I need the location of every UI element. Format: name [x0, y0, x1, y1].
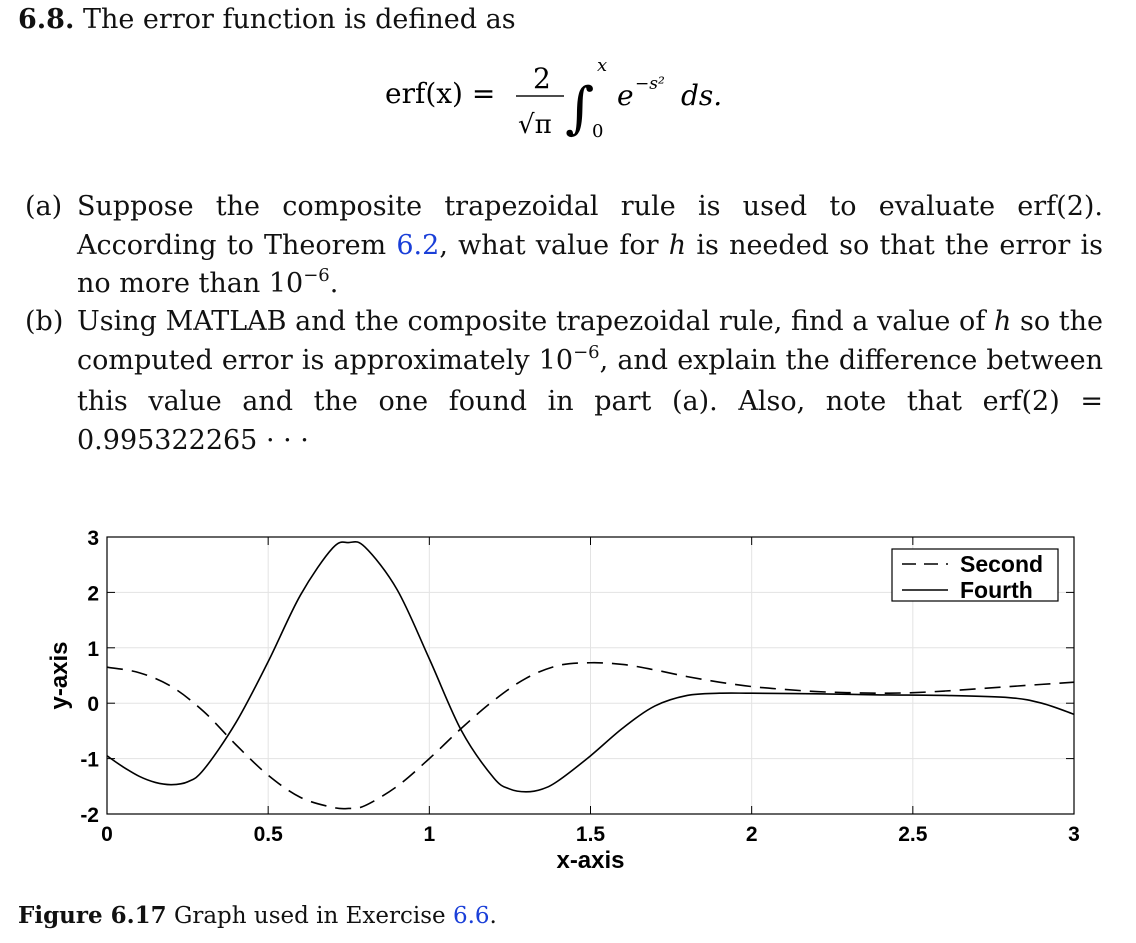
caption-label: Figure 6.17 — [18, 902, 167, 929]
integrand-exponent: −s² — [635, 74, 665, 94]
x-tick-label: 1 — [423, 823, 435, 846]
figure-chart: 0 0.5 1 1.5 2 2.5 3 -2 -1 0 1 2 3 x-axis y-axis Seco… — [0, 490, 1136, 890]
y-tick-label: 0 — [87, 693, 99, 716]
part-a-var: h — [668, 229, 687, 261]
caption-end: . — [489, 903, 497, 929]
formula-numerator: 2 — [533, 62, 551, 95]
legend-box — [891, 548, 1059, 602]
y-axis-label: y-axis — [46, 641, 73, 709]
integral-sign: ∫ — [565, 76, 594, 141]
part-a-exponent: −6 — [303, 265, 330, 286]
theorem-link[interactable]: 6.2 — [396, 229, 440, 261]
integral-upper: x — [597, 55, 607, 76]
part-b-text-2: so the computed error is approximately 1… — [77, 306, 1103, 376]
part-b-text-1: Using MATLAB and the composite trapezoid… — [77, 306, 994, 337]
y-tick-label: -1 — [80, 749, 99, 772]
series-line-second — [106, 661, 1075, 810]
x-tick-label: 2.5 — [898, 823, 928, 846]
part-a-label: (a) — [25, 191, 63, 222]
part-b-label: (b) — [25, 306, 64, 337]
integral-lower: 0 — [592, 121, 603, 142]
caption-text: Graph used in Exercise — [173, 903, 453, 929]
integrand-base: e — [617, 79, 634, 112]
y-tick-label: 2 — [87, 582, 99, 605]
y-tick-label: -2 — [80, 804, 99, 827]
x-tick-label: 0.5 — [254, 823, 284, 846]
erf-formula: erf(x) = 2 √π ∫ x 0 e −s² ds. — [385, 55, 722, 142]
x-axis-label: x-axis — [556, 847, 624, 874]
x-tick-label: 2 — [746, 823, 758, 846]
part-a-text-2: , what value for — [439, 229, 669, 261]
formula-lhs: erf(x) = — [385, 77, 495, 110]
legend-label-second: Second — [960, 551, 1043, 577]
part-a-text-1: Suppose the composite trapezoidal rule i… — [77, 191, 1103, 261]
part-b-text-3: , and explain the difference between thi… — [77, 344, 1103, 456]
part-b-text: Using MATLAB and the composite trapezoid… — [77, 303, 1103, 460]
y-tick-label: 1 — [87, 638, 99, 661]
part-a-text-3: is needed so that the error is no more t… — [77, 229, 1104, 300]
part-b-var: h — [993, 306, 1012, 337]
exercise-link[interactable]: 6.6 — [452, 903, 490, 929]
series-line-fourth — [106, 540, 1075, 793]
formula-denominator: √π — [518, 110, 552, 140]
series-layer — [106, 540, 1075, 810]
exercise-heading: 6.8. The error function is defined as — [18, 4, 516, 35]
x-tick-label: 0 — [101, 823, 113, 846]
y-tick-label: 3 — [87, 527, 99, 550]
figure-caption: Figure 6.17 Graph used in Exercise 6.6. — [18, 902, 497, 929]
part-a-text: Suppose the composite trapezoidal rule i… — [77, 188, 1103, 307]
line-chart: 0 0.5 1 1.5 2 2.5 3 -2 -1 0 1 2 3 x-axis y-axis Seco… — [46, 527, 1080, 874]
part-b-exponent: −6 — [573, 341, 600, 363]
x-tick-label: 3 — [1068, 823, 1080, 846]
x-tick-label: 1.5 — [576, 823, 606, 846]
part-a-text-4: . — [329, 268, 339, 299]
exercise-number: 6.8. — [18, 4, 75, 35]
formula-differential: ds. — [681, 79, 722, 112]
exercise-intro: The error function is defined as — [82, 4, 516, 35]
ticks: 0 0.5 1 1.5 2 2.5 3 -2 -1 0 1 2 3 — [80, 527, 1080, 846]
legend-label-fourth: Fourth — [960, 577, 1033, 603]
